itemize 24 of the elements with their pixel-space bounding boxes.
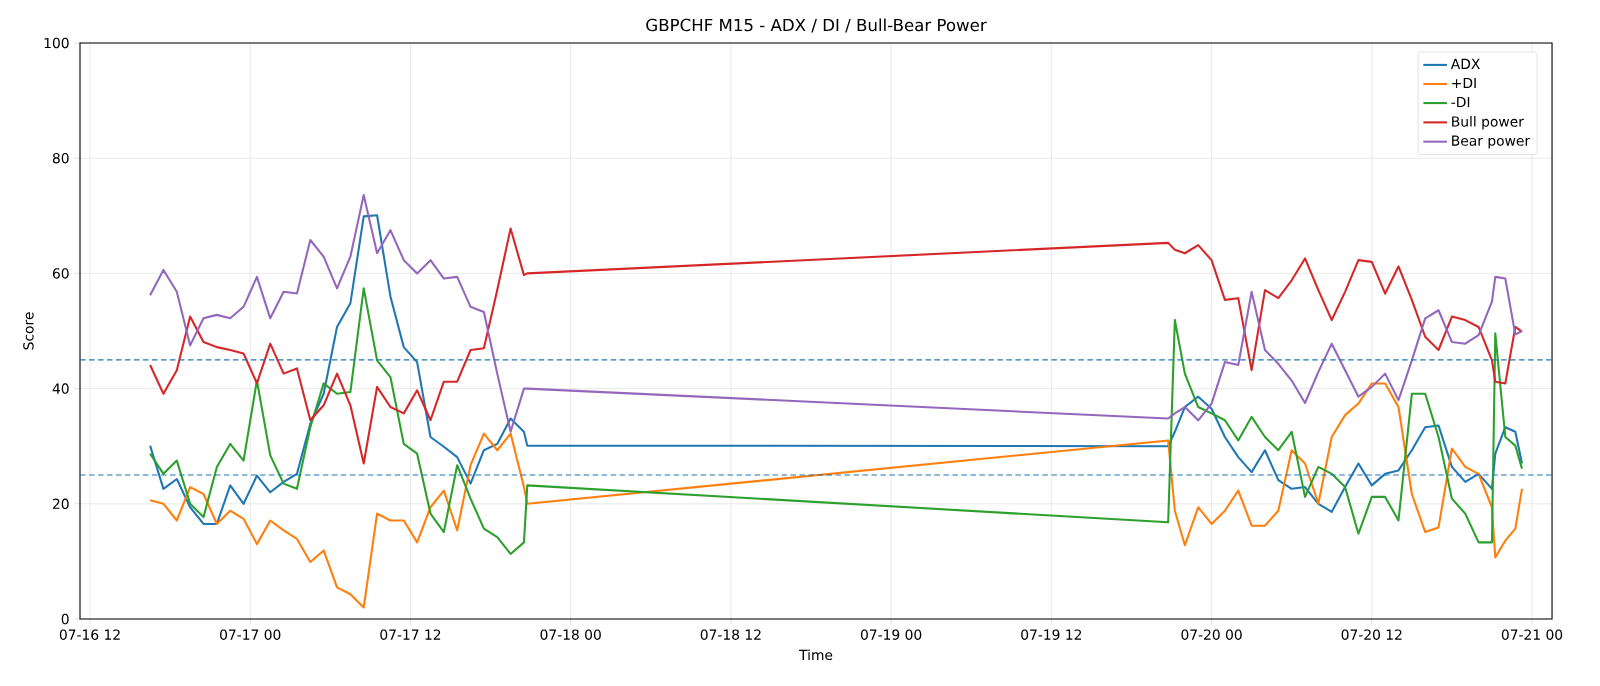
x-tick-label: 07-19 00 bbox=[860, 629, 922, 640]
x-tick-label: 07-19 12 bbox=[1021, 629, 1082, 640]
x-tick-label: 07-21 00 bbox=[1501, 629, 1563, 640]
legend-label: Bear power bbox=[1452, 135, 1531, 149]
y-axis-title: Score bbox=[23, 312, 34, 350]
x-tick-label: 07-17 12 bbox=[380, 629, 441, 640]
chart-title: GBPCHF M15 - ADX / DI / Bull-Bear Power bbox=[646, 18, 987, 33]
x-axis-title: Time bbox=[799, 649, 833, 661]
y-tick-label: 0 bbox=[61, 613, 69, 625]
y-tick-label: 60 bbox=[52, 268, 69, 279]
x-tick-label: 07-18 00 bbox=[540, 629, 601, 640]
legend-label: ADX bbox=[1450, 58, 1480, 69]
x-tick-label: 07-16 12 bbox=[59, 629, 120, 640]
x-tick-label: 07-18 12 bbox=[700, 629, 761, 640]
y-tick-label: 40 bbox=[52, 383, 69, 394]
y-tick-label: 20 bbox=[52, 498, 69, 510]
legend-label: +DI bbox=[1452, 77, 1476, 88]
x-tick-label: 07-17 00 bbox=[220, 629, 281, 640]
x-tick-label: 07-20 00 bbox=[1181, 629, 1242, 640]
y-tick-label: 100 bbox=[44, 37, 69, 49]
legend-label: Bull power bbox=[1452, 116, 1524, 130]
x-tick-label: 07-20 12 bbox=[1341, 629, 1402, 640]
legend-label: -DI bbox=[1451, 96, 1470, 108]
y-tick-label: 80 bbox=[52, 152, 69, 164]
